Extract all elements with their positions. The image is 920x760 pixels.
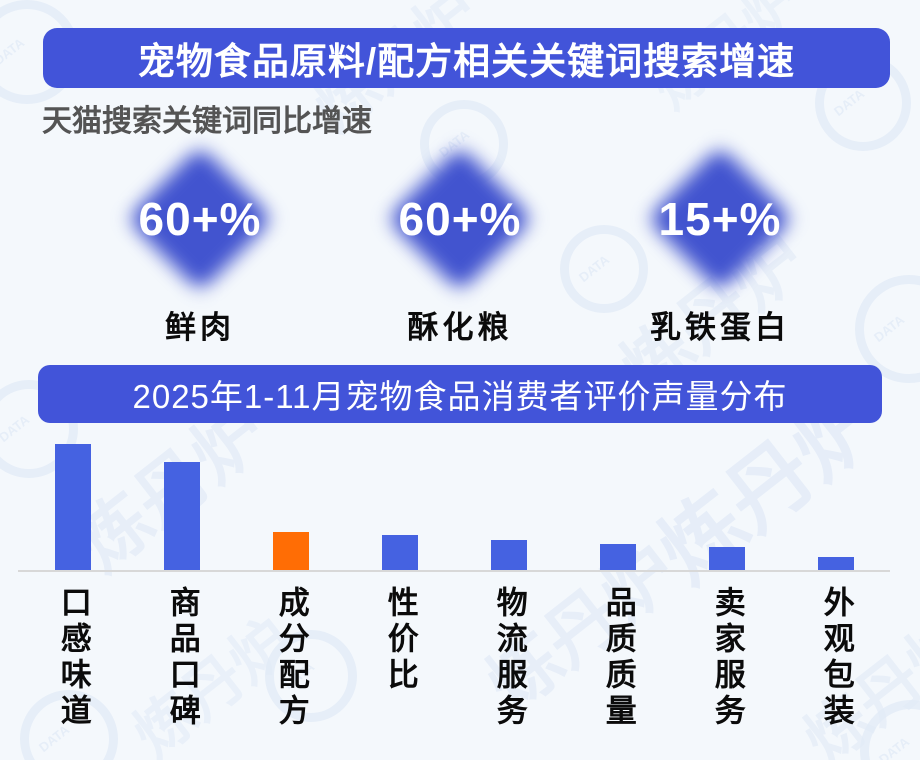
- bar-chart-category-labels: 口感味道 商品口碑 成分配方 性价比 物流服务 品质质量 卖家服务 外观包装: [18, 586, 890, 730]
- keyword-label: 鲜肉: [165, 310, 235, 345]
- category-label-column: 卖家服务: [672, 586, 781, 730]
- bar-外观包装: [817, 557, 854, 570]
- bar-成分配方: [272, 532, 309, 570]
- brand-watermark-data-text: DATA: [876, 734, 913, 760]
- bar-商品口碑: [163, 462, 200, 570]
- main-title-banner: 宠物食品原料/配方相关关键词搜索增速: [43, 28, 890, 88]
- category-label-column: 物流服务: [454, 586, 563, 730]
- category-label-column: 商品口碑: [127, 586, 236, 730]
- keyword-stat-bubble: 15+%: [598, 145, 842, 293]
- bar-column: [563, 438, 672, 570]
- brand-watermark-data-text: DATA: [0, 35, 28, 68]
- bar-口感味道: [54, 444, 91, 570]
- keyword-growth-value: 60+%: [398, 193, 522, 245]
- main-title: 宠物食品原料/配方相关关键词搜索增速: [137, 41, 796, 82]
- category-label-column: 成分配方: [236, 586, 345, 730]
- keyword-stats-row: 60+% 鲜肉 60+% 酥化粮 15+% 乳铁蛋白: [0, 145, 920, 345]
- bar-chart-title-banner: 2025年1-11月宠物食品消费者评价声量分布: [38, 365, 882, 423]
- category-label: 品质质量: [600, 586, 636, 730]
- bar-column: [345, 438, 454, 570]
- bar-chart-title: 2025年1-11月宠物食品消费者评价声量分布: [132, 378, 788, 415]
- bar-品质质量: [599, 544, 636, 570]
- bar-性价比: [381, 535, 418, 570]
- keyword-stat-2: 15+% 乳铁蛋白: [598, 145, 842, 345]
- bar-column: [236, 438, 345, 570]
- category-label: 商品口碑: [164, 586, 200, 730]
- category-label: 外观包装: [818, 586, 854, 730]
- bar-column: [127, 438, 236, 570]
- bar-column: [454, 438, 563, 570]
- bar-物流服务: [490, 540, 527, 570]
- category-label: 口感味道: [55, 586, 91, 730]
- category-label: 物流服务: [491, 586, 527, 730]
- brand-watermark-data-text: DATA: [831, 86, 868, 119]
- category-label-column: 性价比: [345, 586, 454, 730]
- category-label-column: 品质质量: [563, 586, 672, 730]
- category-label: 性价比: [382, 586, 418, 694]
- keyword-label: 乳铁蛋白: [650, 310, 790, 345]
- category-label-column: 外观包装: [781, 586, 890, 730]
- bar-chart: [18, 438, 890, 572]
- keyword-stat-bubble: 60+%: [78, 145, 322, 293]
- keyword-label: 酥化粮: [407, 310, 513, 345]
- category-label-column: 口感味道: [18, 586, 127, 730]
- keyword-growth-value: 15+%: [658, 193, 782, 245]
- category-label: 成分配方: [273, 586, 309, 730]
- keyword-growth-value: 60+%: [138, 193, 262, 245]
- keyword-stat-1: 60+% 酥化粮: [338, 145, 582, 345]
- bar-column: [781, 438, 890, 570]
- keyword-stat-bubble: 60+%: [338, 145, 582, 293]
- category-label: 卖家服务: [709, 586, 745, 730]
- keyword-stat-0: 60+% 鲜肉: [78, 145, 322, 345]
- bar-column: [672, 438, 781, 570]
- bar-卖家服务: [708, 547, 745, 570]
- bar-column: [18, 438, 127, 570]
- chart-subtitle: 天猫搜索关键词同比增速: [42, 105, 372, 138]
